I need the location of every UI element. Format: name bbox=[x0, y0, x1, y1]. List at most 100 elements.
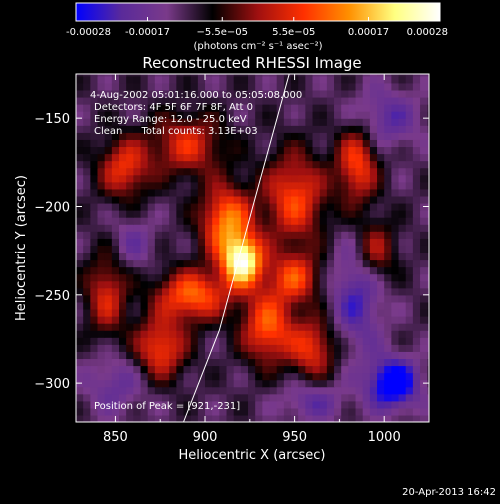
heatmap-cell bbox=[305, 111, 314, 119]
heatmap-cell bbox=[76, 400, 84, 409]
heatmap-cell bbox=[205, 252, 213, 261]
heatmap-cell bbox=[233, 104, 242, 112]
heatmap-cell bbox=[405, 167, 414, 176]
heatmap-cell bbox=[212, 379, 220, 388]
heatmap-cell bbox=[212, 287, 220, 296]
heatmap-cell bbox=[384, 323, 392, 331]
heatmap-cell bbox=[348, 365, 357, 374]
plot-frame bbox=[75, 73, 430, 423]
heatmap-cell bbox=[319, 259, 328, 268]
heatmap-cell bbox=[176, 75, 185, 84]
heatmap-cell bbox=[183, 224, 192, 232]
heatmap-cell bbox=[341, 217, 349, 225]
heatmap-cell bbox=[377, 132, 385, 140]
heatmap-cell bbox=[176, 259, 185, 268]
heatmap-cell bbox=[111, 379, 120, 388]
heatmap-cell bbox=[326, 217, 335, 225]
heatmap-cell bbox=[126, 75, 134, 84]
heatmap-cell bbox=[427, 195, 429, 204]
heatmap-cell bbox=[312, 407, 321, 416]
heatmap-cell bbox=[276, 393, 285, 402]
heatmap-cell bbox=[319, 111, 328, 119]
heatmap-cell bbox=[298, 160, 306, 169]
heatmap-cell bbox=[83, 181, 91, 190]
heatmap-cell bbox=[133, 224, 142, 232]
heatmap-cell bbox=[169, 386, 177, 395]
heatmap-cell bbox=[126, 393, 134, 402]
heatmap-cell bbox=[255, 400, 263, 409]
heatmap-cell bbox=[111, 400, 120, 409]
heatmap-cell bbox=[197, 351, 206, 360]
y-tick-label: −150 bbox=[34, 112, 70, 127]
heatmap-cell bbox=[420, 280, 428, 289]
heatmap-cell bbox=[384, 195, 392, 204]
heatmap-cell bbox=[104, 266, 113, 275]
heatmap-cell bbox=[283, 358, 292, 367]
heatmap-cell bbox=[197, 132, 206, 140]
heatmap-cell bbox=[104, 181, 113, 190]
heatmap-cell bbox=[197, 407, 206, 416]
heatmap-cell bbox=[405, 111, 414, 119]
heatmap-cell bbox=[154, 139, 163, 148]
heatmap-cell bbox=[362, 344, 371, 352]
heatmap-cell bbox=[147, 351, 156, 360]
heatmap-cell bbox=[104, 82, 113, 91]
heatmap-cell bbox=[190, 407, 199, 416]
heatmap-cell bbox=[405, 74, 414, 77]
heatmap-cell bbox=[119, 414, 127, 422]
heatmap-cell bbox=[269, 386, 278, 395]
heatmap-cell bbox=[111, 111, 120, 119]
heatmap-cell bbox=[83, 96, 91, 105]
heatmap-cell bbox=[233, 316, 242, 324]
heatmap-cell bbox=[205, 111, 213, 119]
heatmap-cell bbox=[147, 167, 156, 176]
heatmap-cell bbox=[369, 118, 378, 126]
heatmap-cell bbox=[133, 82, 142, 91]
heatmap-cell bbox=[298, 308, 306, 317]
heatmap-cell bbox=[226, 75, 235, 84]
heatmap-cell bbox=[312, 344, 321, 352]
heatmap-cell bbox=[248, 372, 256, 381]
heatmap-cell bbox=[212, 372, 220, 381]
heatmap-cell bbox=[226, 337, 235, 345]
heatmap-cell bbox=[412, 202, 421, 211]
heatmap-cell bbox=[398, 160, 407, 169]
heatmap-cell bbox=[355, 118, 364, 126]
heatmap-cell bbox=[133, 365, 142, 374]
heatmap-cell bbox=[348, 323, 357, 331]
heatmap-cell bbox=[90, 273, 99, 282]
heatmap-cell bbox=[319, 89, 328, 98]
heatmap-cell bbox=[154, 386, 163, 395]
heatmap-cell bbox=[341, 202, 349, 211]
heatmap-cell bbox=[140, 111, 149, 119]
heatmap-cell bbox=[183, 118, 192, 126]
heatmap-cell bbox=[147, 75, 156, 84]
heatmap-cell bbox=[283, 414, 292, 422]
heatmap-cell bbox=[83, 344, 91, 352]
heatmap-cell bbox=[420, 125, 428, 133]
heatmap-cell bbox=[255, 365, 263, 374]
heatmap-cell bbox=[420, 308, 428, 317]
heatmap-cell bbox=[205, 294, 213, 303]
heatmap-cell bbox=[319, 245, 328, 254]
heatmap-cell bbox=[291, 316, 299, 324]
heatmap-cell bbox=[298, 153, 306, 162]
heatmap-cell bbox=[305, 273, 314, 282]
heatmap-cell bbox=[176, 231, 185, 239]
heatmap-cell bbox=[298, 132, 306, 140]
heatmap-cell bbox=[369, 125, 378, 133]
heatmap-cell bbox=[233, 160, 242, 169]
heatmap-cell bbox=[398, 195, 407, 204]
heatmap-cell bbox=[90, 379, 99, 388]
heatmap-cell bbox=[140, 330, 149, 338]
heatmap-cell bbox=[219, 393, 228, 402]
colorbar-tick-label: -0.00028 bbox=[66, 27, 111, 38]
heatmap-cell bbox=[111, 294, 120, 303]
heatmap-cell bbox=[97, 330, 106, 338]
heatmap-cell bbox=[162, 160, 170, 169]
heatmap-cell bbox=[319, 75, 328, 84]
heatmap-cell bbox=[269, 266, 278, 275]
heatmap-cell bbox=[147, 301, 156, 310]
heatmap-cell bbox=[240, 111, 249, 119]
heatmap-cell bbox=[398, 238, 407, 246]
